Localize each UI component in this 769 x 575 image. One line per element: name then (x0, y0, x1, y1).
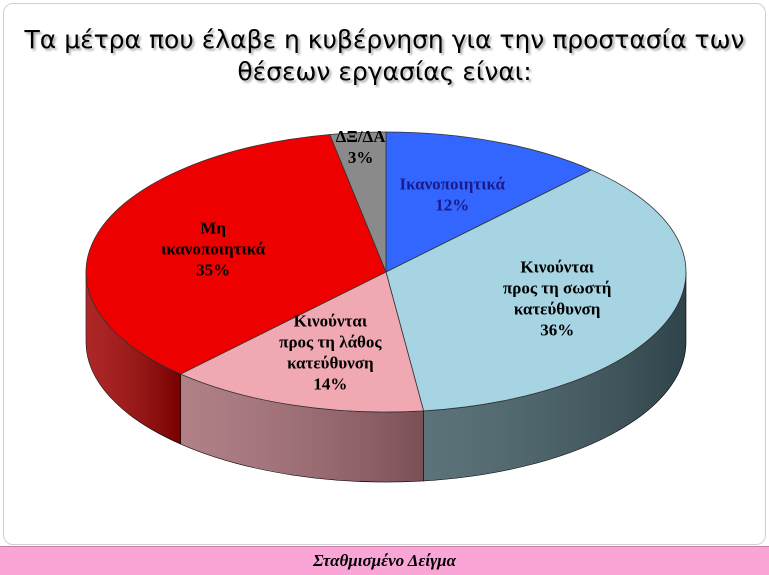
slice-value-label: 3% (348, 148, 374, 167)
slice-category-label: κατεύθυνση (514, 299, 601, 318)
pie-side-shade-3 (86, 272, 181, 445)
pie-side-shade-2 (180, 374, 424, 482)
slice-category-label: προς τη σωστή (503, 278, 611, 297)
pie-sides (85, 271, 687, 483)
slice-label-2: Κινούνται προς τη λάθος κατεύθυνση 14% (279, 311, 382, 393)
slice-value-label: 14% (313, 374, 347, 393)
pie-slice-δξ-δα (329, 131, 387, 273)
slice-category-label: Κινούνται (294, 311, 368, 330)
pie-chart: Ικανοποιητικά 12% Κινούνται προς τη σωστή κα… (85, 127, 687, 483)
slice-category-label: ΔΞ/ΔΑ (336, 127, 387, 146)
slice-value-label: 36% (540, 320, 574, 339)
pie-slice-μη-ικανοποιητικά (85, 134, 387, 375)
footer-note: Σταθμισμένο Δείγμα (0, 546, 769, 575)
slice-category-label: κατεύθυνση (287, 353, 374, 372)
slice-value-label: 12% (435, 195, 469, 214)
chart-title: Τα μέτρα που έλαβε η κυβέρνηση για την π… (24, 25, 745, 86)
pie-slice-ικανοποιητικά (385, 131, 593, 273)
pie-slice-κινούνται-προς-τη-σωστή-κατεύθυνση (385, 169, 687, 412)
pie-side-shade-1 (423, 272, 686, 481)
slice-category-label: προς τη λάθος (279, 332, 382, 351)
slice-label-4: ΔΞ/ΔΑ 3% (336, 127, 387, 167)
slice-category-label: Ικανοποιητικά (400, 174, 506, 193)
slice-label-3: Μη ικανοποιητικά 35% (161, 219, 266, 280)
pie-tops (85, 131, 687, 413)
slice-category-label: ικανοποιητικά (161, 240, 266, 259)
pie-labels: Ικανοποιητικά 12% Κινούνται προς τη σωστή κα… (161, 127, 611, 393)
slice-label-0: Ικανοποιητικά 12% (400, 174, 506, 214)
slice-category-label: Κινούνται (520, 257, 594, 276)
slice-category-label: Μη (200, 219, 226, 238)
slice-label-1: Κινούνται προς τη σωστή κατεύθυνση 36% (503, 257, 611, 339)
slice-value-label: 35% (196, 261, 230, 280)
pie-slice-κινούνται-προς-τη-λάθος-κατεύθυνση (179, 271, 425, 413)
